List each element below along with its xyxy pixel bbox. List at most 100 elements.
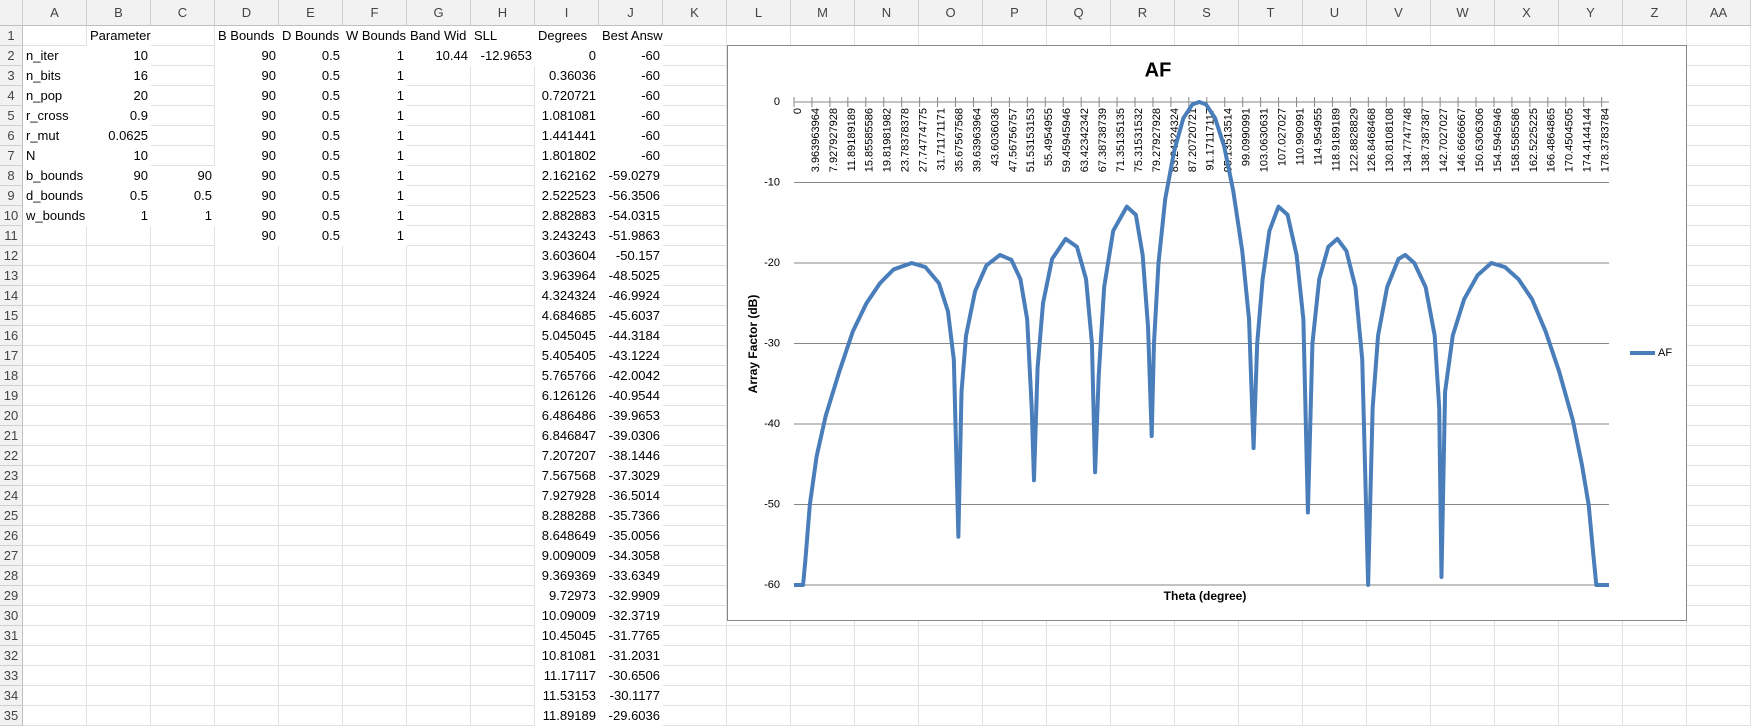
cell: Degrees bbox=[535, 26, 599, 46]
column-header: N bbox=[855, 0, 919, 26]
cell: 90 bbox=[215, 206, 279, 226]
cell: 3.963964 bbox=[535, 266, 599, 286]
grid-line bbox=[534, 26, 535, 726]
cell: -12.9653 bbox=[471, 46, 535, 66]
cell: 7.207207 bbox=[535, 446, 599, 466]
cell: -39.0306 bbox=[599, 426, 663, 446]
cell: 0.5 bbox=[279, 226, 343, 246]
x-tick-label: 107.027027 bbox=[1277, 108, 1289, 166]
x-tick-label: 99.0990991 bbox=[1241, 108, 1253, 166]
cell: 4.324324 bbox=[535, 286, 599, 306]
y-tick-label: -20 bbox=[764, 257, 780, 269]
cell: -43.1224 bbox=[599, 346, 663, 366]
y-tick-label: 0 bbox=[774, 96, 780, 108]
column-header: O bbox=[919, 0, 983, 26]
column-header: C bbox=[151, 0, 215, 26]
chart-frame bbox=[727, 45, 1687, 621]
cell: 0.5 bbox=[279, 86, 343, 106]
row-number: 7 bbox=[0, 146, 23, 166]
y-tick-label: -40 bbox=[764, 418, 780, 430]
x-tick-label: 166.4864865 bbox=[1546, 108, 1558, 172]
column-header: T bbox=[1239, 0, 1303, 26]
row-number: 30 bbox=[0, 606, 23, 626]
x-tick-label: 142.7027027 bbox=[1438, 108, 1450, 172]
x-tick-label: 158.5585586 bbox=[1510, 108, 1522, 172]
column-header: E bbox=[279, 0, 343, 26]
x-tick-label: 63.42342342 bbox=[1079, 108, 1091, 172]
cell: 4.684685 bbox=[535, 306, 599, 326]
row-number: 6 bbox=[0, 126, 23, 146]
cell: W Bounds bbox=[343, 26, 407, 46]
cell: Parameters bbox=[87, 26, 151, 46]
cell: n_iter bbox=[23, 46, 87, 66]
x-tick-label: 75.31531532 bbox=[1133, 108, 1145, 172]
cell: -31.7765 bbox=[599, 626, 663, 646]
cell: -39.9653 bbox=[599, 406, 663, 426]
cell: 0.720721 bbox=[535, 86, 599, 106]
chart[interactable]: AF Theta (degree) Array Factor (dB) 0 -10… bbox=[727, 45, 1687, 621]
grid-line bbox=[23, 705, 1751, 706]
row-number: 24 bbox=[0, 486, 23, 506]
cell: 1 bbox=[343, 106, 407, 126]
cell: 1 bbox=[343, 206, 407, 226]
cell: -36.5014 bbox=[599, 486, 663, 506]
cell: 9.369369 bbox=[535, 566, 599, 586]
cell: 0.5 bbox=[279, 206, 343, 226]
cell: 10 bbox=[87, 46, 151, 66]
cell: -46.9924 bbox=[599, 286, 663, 306]
cell: Band Wid bbox=[407, 26, 471, 46]
column-header: P bbox=[983, 0, 1047, 26]
cell: 90 bbox=[151, 166, 215, 186]
cell: 1 bbox=[87, 206, 151, 226]
column-header: S bbox=[1175, 0, 1239, 26]
cell: -33.6349 bbox=[599, 566, 663, 586]
x-tick-label: 114.954955 bbox=[1312, 108, 1324, 165]
cell: n_bits bbox=[23, 66, 87, 86]
cell: 1 bbox=[343, 86, 407, 106]
x-tick-label: 67.38738739 bbox=[1097, 108, 1109, 172]
cell: 9.72973 bbox=[535, 586, 599, 606]
corner bbox=[0, 0, 23, 26]
row-number: 2 bbox=[0, 46, 23, 66]
cell: 1 bbox=[343, 226, 407, 246]
column-header: R bbox=[1111, 0, 1175, 26]
cell: 16 bbox=[87, 66, 151, 86]
x-tick-label: 35.67567568 bbox=[953, 108, 965, 172]
cell: 10.09009 bbox=[535, 606, 599, 626]
cell: r_cross bbox=[23, 106, 87, 126]
cell: 0 bbox=[535, 46, 599, 66]
column-header: X bbox=[1495, 0, 1559, 26]
cell: Best Answers bbox=[599, 26, 663, 46]
x-tick-label: 174.4144144 bbox=[1582, 108, 1594, 172]
x-tick-label: 91.17117117 bbox=[1205, 108, 1217, 171]
y-tick-label: -30 bbox=[764, 337, 780, 349]
cell: 6.126126 bbox=[535, 386, 599, 406]
cell: 5.405405 bbox=[535, 346, 599, 366]
row-number: 4 bbox=[0, 86, 23, 106]
x-tick-label: 11.89189189 bbox=[846, 108, 858, 171]
column-header: F bbox=[343, 0, 407, 26]
cell: -60 bbox=[599, 106, 663, 126]
column-header: Q bbox=[1047, 0, 1111, 26]
row-number: 14 bbox=[0, 286, 23, 306]
column-header: G bbox=[407, 0, 471, 26]
row-number: 20 bbox=[0, 406, 23, 426]
grid-line bbox=[726, 26, 727, 726]
cell: 1 bbox=[343, 146, 407, 166]
cell: 1 bbox=[343, 46, 407, 66]
x-tick-label: 39.63963964 bbox=[971, 108, 983, 172]
cell: -40.9544 bbox=[599, 386, 663, 406]
row-number: 29 bbox=[0, 586, 23, 606]
cell: 90 bbox=[215, 166, 279, 186]
cell: -54.0315 bbox=[599, 206, 663, 226]
cell: 90 bbox=[215, 226, 279, 246]
cell: b_bounds bbox=[23, 166, 87, 186]
row-number: 17 bbox=[0, 346, 23, 366]
cell: 7.927928 bbox=[535, 486, 599, 506]
x-tick-label: 87.20720721 bbox=[1187, 108, 1199, 172]
grid-line bbox=[470, 26, 471, 726]
row-number: 28 bbox=[0, 566, 23, 586]
cell: 1 bbox=[343, 66, 407, 86]
cell: 0.5 bbox=[279, 186, 343, 206]
column-header: W bbox=[1431, 0, 1495, 26]
